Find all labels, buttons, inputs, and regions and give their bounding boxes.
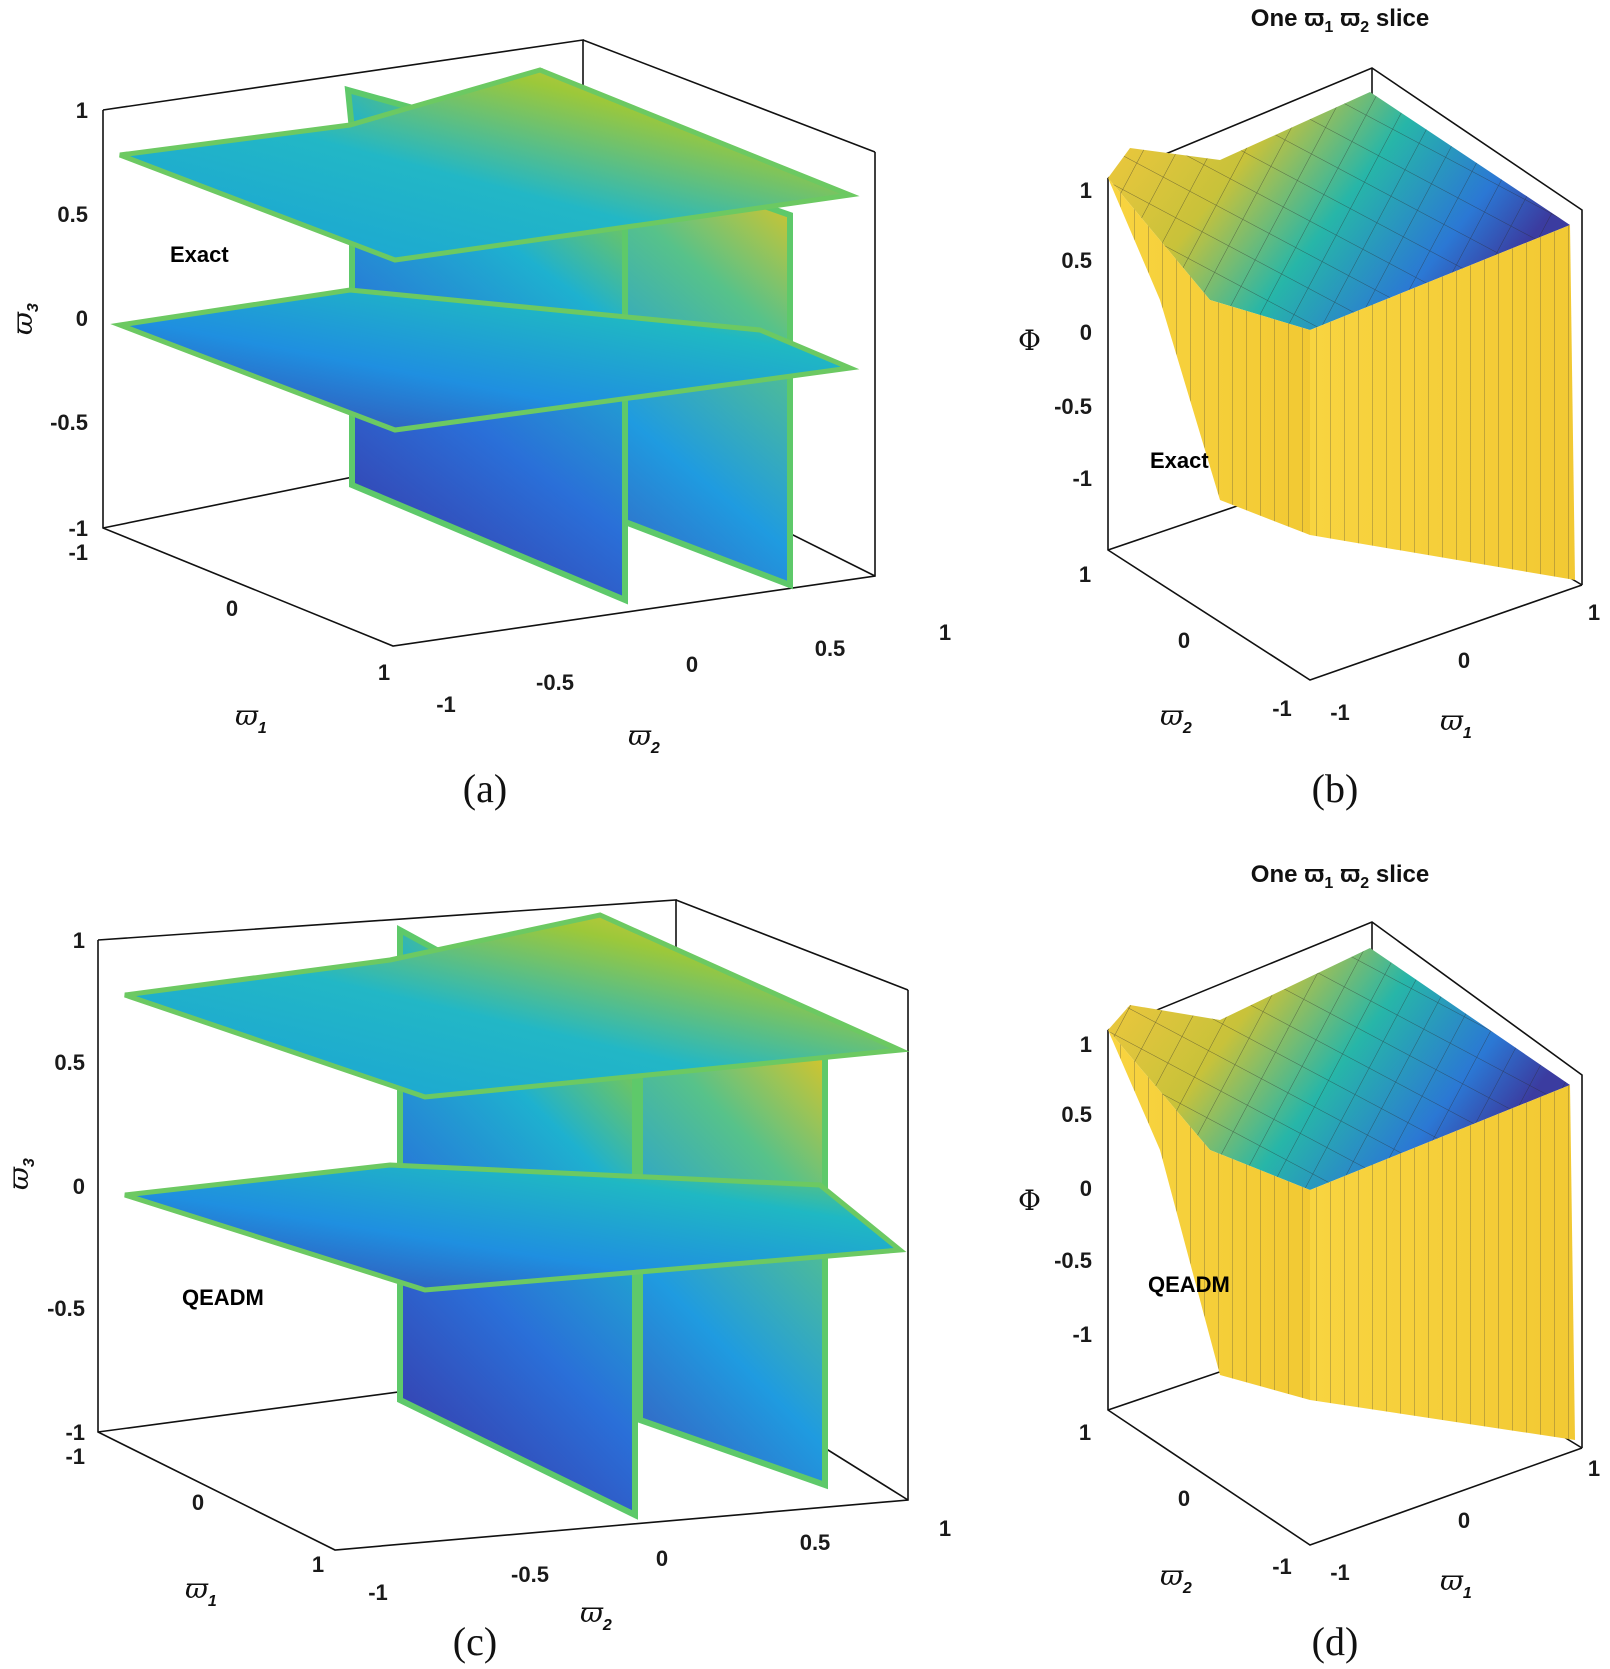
z-axis-label: ϖ3 (2, 1158, 38, 1190)
y-tick-label: -1 (368, 1580, 388, 1605)
y-axis-label: ϖ2 (628, 719, 660, 757)
panel-c: 1 0.5 0 -0.5 -1 ϖ3 -1 0 1 ϖ1 -1 -0.5 0 0… (2, 899, 951, 1664)
x-ticks: -1 0 1 (65, 1444, 324, 1577)
x-tick-label: 0 (1458, 648, 1470, 673)
y-tick-label: 0.5 (800, 1530, 831, 1555)
z-ticks: 1 0.5 0 -0.5 -1 (47, 928, 85, 1445)
chart-title: One ϖ1 ϖ2 slice (1251, 5, 1429, 36)
x-ticks: -1 0 1 (1330, 600, 1600, 725)
y-tick-label: 1 (1079, 1420, 1091, 1445)
x-axis-label: ϖ1 (235, 699, 267, 737)
y-axis-label: ϖ2 (1160, 699, 1192, 737)
z-tick-label: 0.5 (1061, 1102, 1092, 1127)
chart-title: One ϖ1 ϖ2 slice (1251, 861, 1429, 892)
plane-horizontal-mid (124, 1162, 907, 1293)
y-tick-label: 0 (1178, 628, 1190, 653)
x-axis-label: ϖ1 (1440, 704, 1472, 742)
plane-horizontal-top (124, 912, 910, 1100)
y-tick-label: 1 (939, 620, 951, 645)
panel-b: One ϖ1 ϖ2 slice 1 0.5 0 -0.5 -1 Φ 1 0 -1 (1018, 5, 1600, 811)
z-tick-label: 0.5 (57, 202, 88, 227)
y-tick-label: 0 (686, 652, 698, 677)
z-tick-label: 1 (76, 98, 88, 123)
plane-horizontal-top (119, 67, 860, 263)
x-tick-label: -1 (68, 540, 88, 565)
plane-horizontal-mid (110, 287, 860, 433)
y-tick-label: 1 (1079, 562, 1091, 587)
x-tick-label: 0 (192, 1490, 204, 1515)
z-tick-label: 0 (1080, 320, 1092, 345)
y-tick-label: -1 (1272, 696, 1292, 721)
z-tick-label: -0.5 (1054, 394, 1092, 419)
surface-mesh (1108, 92, 1570, 330)
z-tick-label: -1 (1072, 466, 1092, 491)
z-tick-label: 0 (76, 306, 88, 331)
x-ticks: -1 0 1 (1330, 1456, 1600, 1585)
x-tick-label: 1 (1588, 600, 1600, 625)
y-tick-label: 0 (1178, 1486, 1190, 1511)
x-ticks: -1 0 1 (68, 540, 390, 685)
panel-caption: (d) (1312, 1619, 1359, 1664)
surface-mesh (1108, 948, 1570, 1190)
x-tick-label: 1 (1588, 1456, 1600, 1481)
y-ticks: -1 -0.5 0 0.5 1 (368, 1516, 951, 1605)
z-ticks: 1 0.5 0 -0.5 -1 (1054, 178, 1092, 491)
panel-caption: (a) (463, 766, 507, 811)
slice-planes (124, 912, 910, 1520)
x-axis-label: ϖ1 (185, 1572, 217, 1610)
z-tick-label: -1 (68, 516, 88, 541)
y-tick-label: 1 (939, 1516, 951, 1541)
z-tick-label: 1 (1080, 178, 1092, 203)
panel-d: One ϖ1 ϖ2 slice 1 0.5 0 -0.5 -1 Φ 1 0 -1 (1018, 861, 1600, 1664)
z-tick-label: 0.5 (54, 1050, 85, 1075)
slice-planes (110, 67, 860, 605)
y-tick-label: -0.5 (536, 670, 574, 695)
x-tick-label: 0 (226, 596, 238, 621)
z-ticks: 1 0.5 0 -0.5 -1 (1054, 1032, 1092, 1347)
y-axis-label: ϖ2 (580, 1596, 612, 1634)
x-tick-label: -1 (1330, 1560, 1350, 1585)
y-ticks: -1 -0.5 0 0.5 1 (436, 620, 951, 717)
z-tick-label: 0 (73, 1174, 85, 1199)
z-tick-label: -0.5 (47, 1296, 85, 1321)
y-ticks: 1 0 -1 (1079, 562, 1292, 721)
y-tick-label: -1 (436, 692, 456, 717)
y-ticks: 1 0 -1 (1079, 1420, 1292, 1579)
z-tick-label: 1 (1080, 1032, 1092, 1057)
x-axis-label: ϖ1 (1440, 1564, 1472, 1602)
x-tick-label: 0 (1458, 1508, 1470, 1533)
z-axis-label: Φ (1018, 1184, 1041, 1217)
z-tick-label: -0.5 (1054, 1248, 1092, 1273)
z-axis-label: Φ (1018, 324, 1041, 357)
y-tick-label: 0 (656, 1546, 668, 1571)
z-tick-label: -1 (1072, 1322, 1092, 1347)
z-tick-label: -1 (65, 1420, 85, 1445)
z-tick-label: -0.5 (50, 410, 88, 435)
panel-caption: (c) (453, 1619, 497, 1664)
z-ticks: 1 0.5 0 -0.5 -1 (50, 98, 88, 541)
x-tick-label: 1 (378, 660, 390, 685)
y-tick-label: -0.5 (511, 1562, 549, 1587)
z-tick-label: 1 (73, 928, 85, 953)
y-axis-label: ϖ2 (1160, 1559, 1192, 1597)
annotation-label: QEADM (182, 1285, 264, 1310)
y-tick-label: 0.5 (815, 636, 846, 661)
annotation-label: QEADM (1148, 1272, 1230, 1297)
z-axis-label: ϖ3 (6, 303, 42, 335)
surface (1108, 948, 1575, 1440)
panel-caption: (b) (1312, 766, 1359, 811)
x-tick-label: 1 (312, 1552, 324, 1577)
surface-wall-mesh (1108, 1030, 1575, 1440)
annotation-label: Exact (170, 242, 229, 267)
panel-a: 1 0.5 0 -0.5 -1 ϖ3 -1 0 1 ϖ1 -1 -0.5 0 0… (6, 39, 951, 811)
annotation-label: Exact (1150, 448, 1209, 473)
y-tick-label: -1 (1272, 1554, 1292, 1579)
x-tick-label: -1 (1330, 700, 1350, 725)
z-tick-label: 0 (1080, 1176, 1092, 1201)
z-tick-label: 0.5 (1061, 248, 1092, 273)
surface-wall-mesh (1108, 178, 1575, 580)
surface (1108, 92, 1575, 580)
x-tick-label: -1 (65, 1444, 85, 1469)
